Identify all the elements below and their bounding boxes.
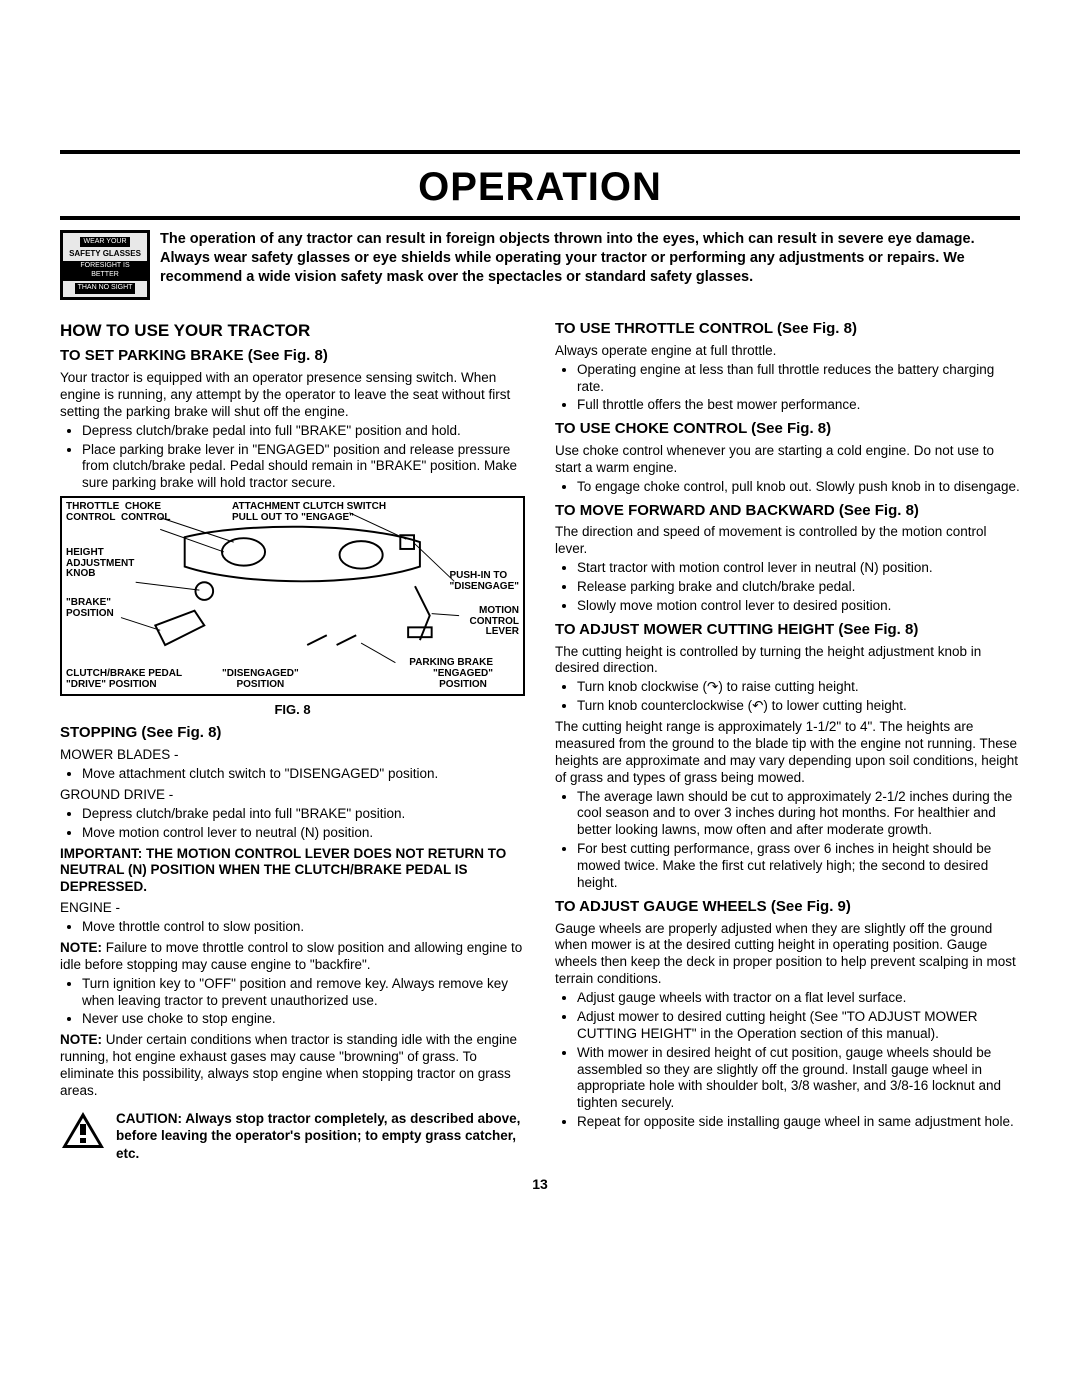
right-column: TO USE THROTTLE CONTROL (See Fig. 8) Alw… — [555, 314, 1020, 1162]
title-rule — [60, 216, 1020, 220]
safety-glasses-badge: WEAR YOUR SAFETY GLASSES FORESIGHT IS BE… — [60, 230, 150, 300]
caution-box: CAUTION: Always stop tractor completely,… — [60, 1110, 525, 1163]
list-item: Start tractor with motion control lever … — [577, 560, 1020, 577]
note-backfire: NOTE: NOTE: Failure to move throttle con… — [60, 940, 525, 974]
list-item: With mower in desired height of cut posi… — [577, 1045, 1020, 1113]
mower-blades-label: MOWER BLADES - — [60, 747, 525, 764]
list-item: Operating engine at less than full throt… — [577, 362, 1020, 396]
ground-drive-label: GROUND DRIVE - — [60, 787, 525, 804]
list-item: Full throttle offers the best mower perf… — [577, 397, 1020, 414]
heading-choke: TO USE CHOKE CONTROL (See Fig. 8) — [555, 420, 1020, 439]
warning-box: WEAR YOUR SAFETY GLASSES FORESIGHT IS BE… — [60, 230, 1020, 300]
list-item: Never use choke to stop engine. — [82, 1011, 525, 1028]
throttle-intro: Always operate engine at full throttle. — [555, 343, 1020, 360]
important-note: IMPORTANT: THE MOTION CONTROL LEVER DOES… — [60, 846, 525, 897]
note-browning: NOTE: Under certain conditions when trac… — [60, 1032, 525, 1100]
page-title: OPERATION — [60, 162, 1020, 212]
cutting-height-intro: The cutting height is controlled by turn… — [555, 644, 1020, 678]
heading-gauge-wheels: TO ADJUST GAUGE WHEELS (See Fig. 9) — [555, 898, 1020, 917]
tractor-controls-diagram: THROTTLE CHOKE CONTROL CONTROL ATTACHMEN… — [60, 496, 525, 696]
left-column: HOW TO USE YOUR TRACTOR TO SET PARKING B… — [60, 314, 525, 1162]
list-item: Adjust mower to desired cutting height (… — [577, 1009, 1020, 1043]
engine-label: ENGINE - — [60, 900, 525, 917]
figure-8-label: FIG. 8 — [60, 702, 525, 718]
top-rule — [60, 150, 1020, 154]
heading-how-to-use: HOW TO USE YOUR TRACTOR — [60, 320, 525, 341]
heading-cutting-height: TO ADJUST MOWER CUTTING HEIGHT (See Fig.… — [555, 621, 1020, 640]
choke-bullets: To engage choke control, pull knob out. … — [577, 479, 1020, 496]
parking-brake-intro: Your tractor is equipped with an operato… — [60, 370, 525, 421]
cutting-height-range: The cutting height range is approximatel… — [555, 719, 1020, 787]
page-number: 13 — [60, 1176, 1020, 1194]
key-steps: Turn ignition key to "OFF" position and … — [82, 976, 525, 1029]
list-item: Depress clutch/brake pedal into full "BR… — [82, 806, 525, 823]
content-columns: HOW TO USE YOUR TRACTOR TO SET PARKING B… — [60, 314, 1020, 1162]
list-item: Place parking brake lever in "ENGAGED" p… — [82, 442, 525, 493]
list-item: To engage choke control, pull knob out. … — [577, 479, 1020, 496]
engine-steps: Move throttle control to slow position. — [82, 919, 525, 936]
list-item: Turn knob counterclockwise (↶) to lower … — [577, 698, 1020, 715]
gauge-wheels-bullets: Adjust gauge wheels with tractor on a fl… — [577, 990, 1020, 1131]
list-item: Move motion control lever to neutral (N)… — [82, 825, 525, 842]
mower-blades-steps: Move attachment clutch switch to "DISENG… — [82, 766, 525, 783]
throttle-bullets: Operating engine at less than full throt… — [577, 362, 1020, 415]
heading-parking-brake: TO SET PARKING BRAKE (See Fig. 8) — [60, 347, 525, 366]
list-item: Slowly move motion control lever to desi… — [577, 598, 1020, 615]
warning-text: The operation of any tractor can result … — [160, 230, 1020, 300]
list-item: The average lawn should be cut to approx… — [577, 789, 1020, 840]
list-item: Move throttle control to slow position. — [82, 919, 525, 936]
cutting-height-bullets: Turn knob clockwise (↷) to raise cutting… — [577, 679, 1020, 715]
list-item: For best cutting performance, grass over… — [577, 841, 1020, 892]
list-item: Move attachment clutch switch to "DISENG… — [82, 766, 525, 783]
caution-text: CAUTION: Always stop tractor completely,… — [116, 1110, 525, 1163]
heading-throttle: TO USE THROTTLE CONTROL (See Fig. 8) — [555, 320, 1020, 339]
list-item: Adjust gauge wheels with tractor on a fl… — [577, 990, 1020, 1007]
list-item: Depress clutch/brake pedal into full "BR… — [82, 423, 525, 440]
ground-drive-steps: Depress clutch/brake pedal into full "BR… — [82, 806, 525, 842]
list-item: Turn knob clockwise (↷) to raise cutting… — [577, 679, 1020, 696]
heading-move: TO MOVE FORWARD AND BACKWARD (See Fig. 8… — [555, 502, 1020, 521]
warning-triangle-icon — [60, 1110, 106, 1150]
gauge-wheels-intro: Gauge wheels are properly adjusted when … — [555, 921, 1020, 989]
list-item: Release parking brake and clutch/brake p… — [577, 579, 1020, 596]
heading-stopping: STOPPING (See Fig. 8) — [60, 724, 525, 743]
cutting-height-tips: The average lawn should be cut to approx… — [577, 789, 1020, 892]
list-item: Turn ignition key to "OFF" position and … — [82, 976, 525, 1010]
list-item: Repeat for opposite side installing gaug… — [577, 1114, 1020, 1131]
move-bullets: Start tractor with motion control lever … — [577, 560, 1020, 615]
parking-brake-steps: Depress clutch/brake pedal into full "BR… — [82, 423, 525, 493]
move-intro: The direction and speed of movement is c… — [555, 524, 1020, 558]
choke-intro: Use choke control whenever you are start… — [555, 443, 1020, 477]
